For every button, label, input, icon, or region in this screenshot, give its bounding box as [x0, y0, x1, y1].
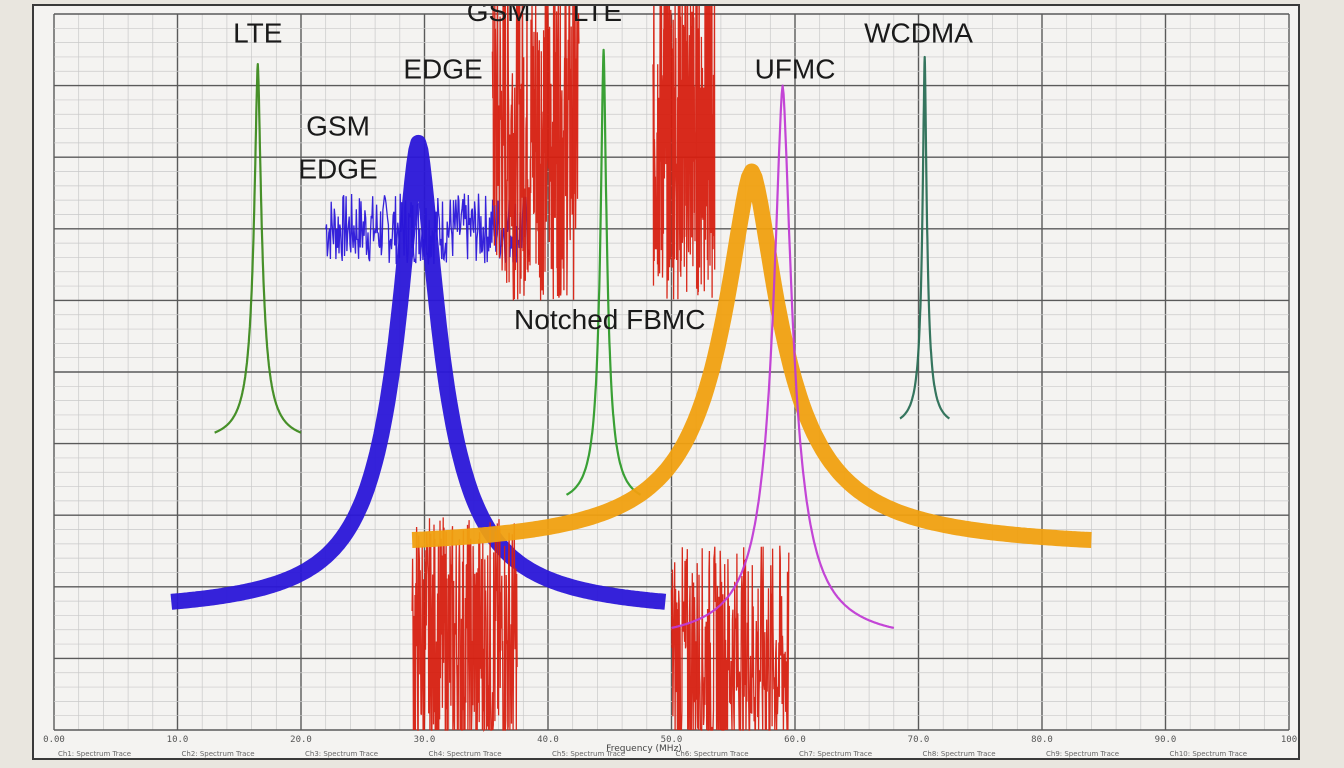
legend-entry: Ch1: Spectrum Trace — [58, 750, 131, 758]
x-tick-label: 70.0 — [908, 735, 930, 745]
annotation-label: EDGE — [403, 53, 482, 84]
x-axis-title: Frequency (MHz) — [606, 744, 682, 754]
series-8-trace — [407, 163, 1097, 548]
x-tick-label: 80.0 — [1031, 735, 1053, 745]
legend-entry: Ch2: Spectrum Trace — [182, 750, 255, 758]
legend-entry: Ch6: Spectrum Trace — [676, 750, 749, 758]
legend-entry: Ch8: Spectrum Trace — [923, 750, 996, 758]
x-tick-label: 100 — [1281, 735, 1297, 745]
series-4-noise — [652, 6, 716, 300]
chart-frame: 0.00 10.0 20.0 30.0 40.0 50.0 60.0 70.0 80.0 90.0… — [32, 4, 1300, 760]
x-tick-label: 10.0 — [167, 735, 189, 745]
legend-entry: Ch3: Spectrum Trace — [305, 750, 378, 758]
spectrum-chart: 0.00 10.0 20.0 30.0 40.0 50.0 60.0 70.0 80.0 90.0… — [43, 6, 1297, 758]
annotation-label: LTE — [233, 18, 282, 49]
x-tick-label: 0.00 — [43, 735, 65, 745]
x-ticks: 0.00 10.0 20.0 30.0 40.0 50.0 60.0 70.0 80.0 90.0… — [43, 735, 1297, 745]
annotation-label: UFMC — [755, 53, 836, 84]
x-tick-label: 40.0 — [537, 735, 559, 745]
annotation-label: GSM — [306, 111, 370, 142]
legend-entry: Ch9: Spectrum Trace — [1046, 750, 1119, 758]
legend-entry: Ch4: Spectrum Trace — [429, 750, 502, 758]
x-tick-label: 20.0 — [290, 735, 312, 745]
legend-entry: Ch5: Spectrum Trace — [552, 750, 625, 758]
legend: Ch1: Spectrum Trace Ch2: Spectrum Trace Ch… — [58, 750, 1247, 758]
series-5-noise — [411, 517, 518, 733]
series-3-noise — [491, 6, 580, 301]
x-tick-label: 90.0 — [1155, 735, 1177, 745]
x-tick-label: 50.0 — [661, 735, 683, 745]
annotations: LTE GSM LTE EDGE GSM EDGE UFMC WCDMA Notched FBM… — [233, 6, 973, 335]
series-0-trace — [213, 62, 302, 434]
annotation-label: Notched FBMC — [514, 304, 705, 335]
legend-entry: Ch10: Spectrum Trace — [1170, 750, 1248, 758]
series-2-noise — [325, 193, 531, 265]
x-tick-label: 30.0 — [414, 735, 436, 745]
legend-entry: Ch7: Spectrum Trace — [799, 750, 872, 758]
annotation-label: EDGE — [298, 154, 377, 185]
annotation-label: GSM — [467, 6, 531, 27]
annotation-label: WCDMA — [864, 18, 973, 49]
x-tick-label: 60.0 — [784, 735, 806, 745]
series-6-noise — [670, 545, 790, 731]
annotation-label: LTE — [573, 6, 622, 27]
series-10-trace — [899, 55, 951, 420]
series-1-trace — [165, 134, 672, 610]
series-7-trace — [565, 48, 642, 496]
series-9-trace — [671, 84, 895, 630]
traces — [165, 6, 1097, 733]
